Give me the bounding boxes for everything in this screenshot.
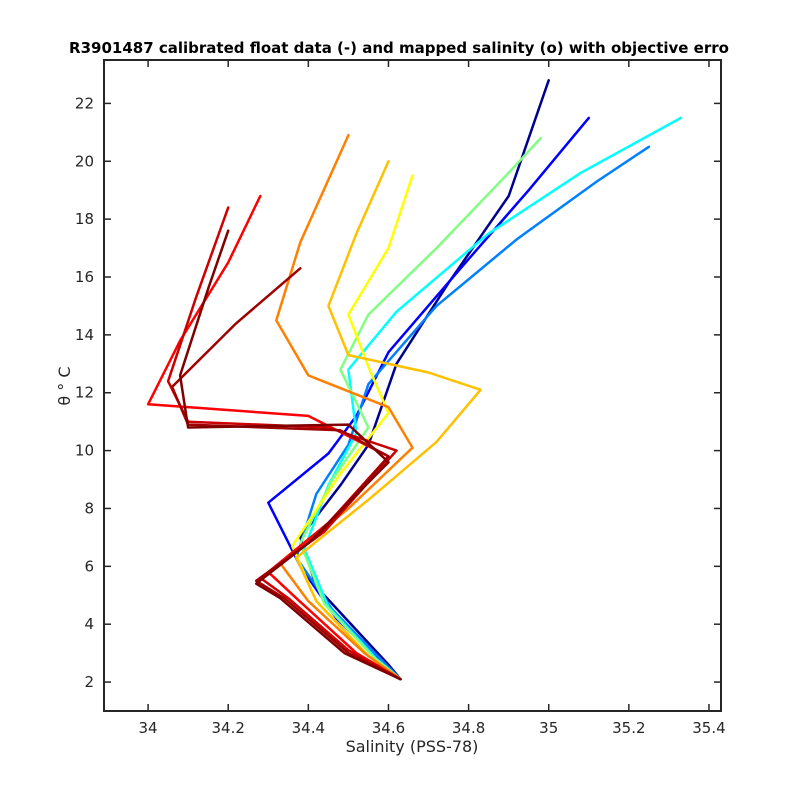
y-tick-label: 14 xyxy=(75,326,94,344)
x-axis-label: Salinity (PSS-78) xyxy=(346,737,479,756)
series-line-11 xyxy=(170,267,402,681)
plot-area: 34 34.2 34.4 34.6 34.8 35 35.2 35.4 2 4 6 8 10 12 14 1… xyxy=(75,59,726,737)
x-axis: 34 34.2 34.4 34.6 34.8 35 35.2 35.4 xyxy=(139,60,726,737)
x-tick-label: 35 xyxy=(539,719,558,737)
y-tick-label: 10 xyxy=(75,442,94,460)
series-line-1 xyxy=(299,79,550,681)
y-axis-label: θ ° C xyxy=(55,366,74,405)
series-line-3 xyxy=(295,145,651,681)
x-tick-label: 35.4 xyxy=(692,719,725,737)
y-tick-label: 2 xyxy=(84,673,94,691)
y-tick-label: 22 xyxy=(75,94,94,112)
y-tick-label: 12 xyxy=(75,384,94,402)
x-tick-label: 35.2 xyxy=(612,719,645,737)
plot-background xyxy=(104,60,721,711)
series-line-8 xyxy=(275,133,414,681)
x-tick-label: 34.2 xyxy=(211,719,244,737)
y-tick-label: 6 xyxy=(84,557,94,575)
series-layer xyxy=(146,79,683,681)
series-line-7 xyxy=(295,160,482,681)
y-tick-label: 16 xyxy=(75,268,94,286)
y-tick-label: 20 xyxy=(75,152,94,170)
x-tick-label: 34.4 xyxy=(292,719,325,737)
x-tick-label: 34.6 xyxy=(372,719,405,737)
x-tick-label: 34.8 xyxy=(452,719,485,737)
series-line-5 xyxy=(299,136,542,681)
y-tick-label: 4 xyxy=(84,615,94,633)
plot-frame xyxy=(103,59,722,712)
series-line-12 xyxy=(178,229,402,681)
y-tick-label: 8 xyxy=(84,499,94,517)
series-line-10 xyxy=(166,206,402,681)
y-tick-label: 18 xyxy=(75,210,94,228)
y-axis: 2 4 6 8 10 12 14 16 18 20 22 xyxy=(75,94,721,691)
x-tick-label: 34 xyxy=(139,719,158,737)
chart-title: R3901487 calibrated float data (-) and m… xyxy=(69,39,729,57)
